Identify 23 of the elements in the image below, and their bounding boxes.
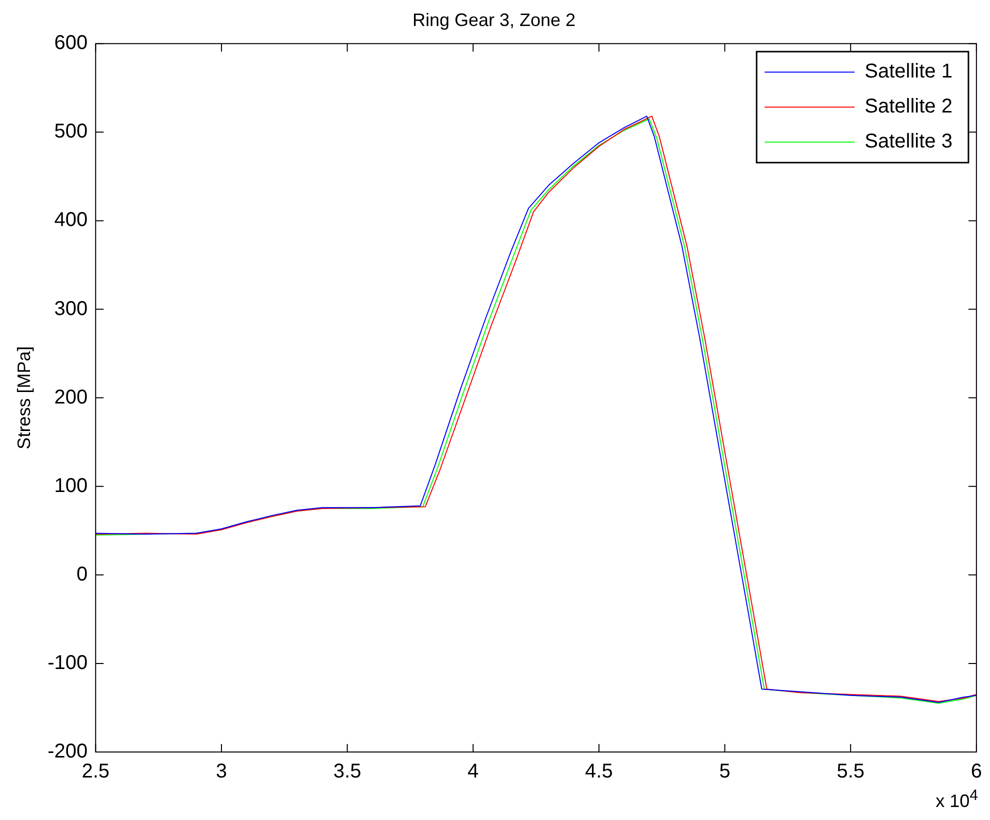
- y-tick-label: -200: [48, 740, 88, 763]
- x-tick-label: 5.5: [836, 760, 865, 783]
- y-tick-label: 500: [54, 120, 88, 143]
- text: x 10$^{4}$: [936, 787, 978, 812]
- x-tick-label: 4.5: [585, 760, 613, 783]
- x-tick-label: 3.5: [333, 760, 362, 783]
- legend-label: Satellite 1: [864, 60, 952, 83]
- y-tick-label: 100: [54, 474, 88, 497]
- x-tick-label: 4: [468, 760, 479, 783]
- y-tick-label: 400: [54, 209, 88, 232]
- x-tick-label: 6: [970, 760, 982, 783]
- y-tick-label: 0: [76, 563, 88, 586]
- legend-label: Satellite 3: [864, 130, 952, 153]
- legend-label: Satellite 2: [864, 96, 952, 118]
- x-tick-label: 2.5: [82, 760, 110, 783]
- x-tick-label: 5: [719, 760, 730, 783]
- y-tick-label: 300: [54, 298, 88, 320]
- x-tick-label: 3: [216, 760, 228, 783]
- y-tick-label: -100: [48, 652, 88, 674]
- y-tick-label: 200: [54, 386, 88, 408]
- y-axis-title: Stress [MPa]: [14, 346, 34, 450]
- chart-title: Ring Gear 3, Zone 2: [412, 10, 576, 30]
- y-tick-label: 600: [54, 32, 88, 54]
